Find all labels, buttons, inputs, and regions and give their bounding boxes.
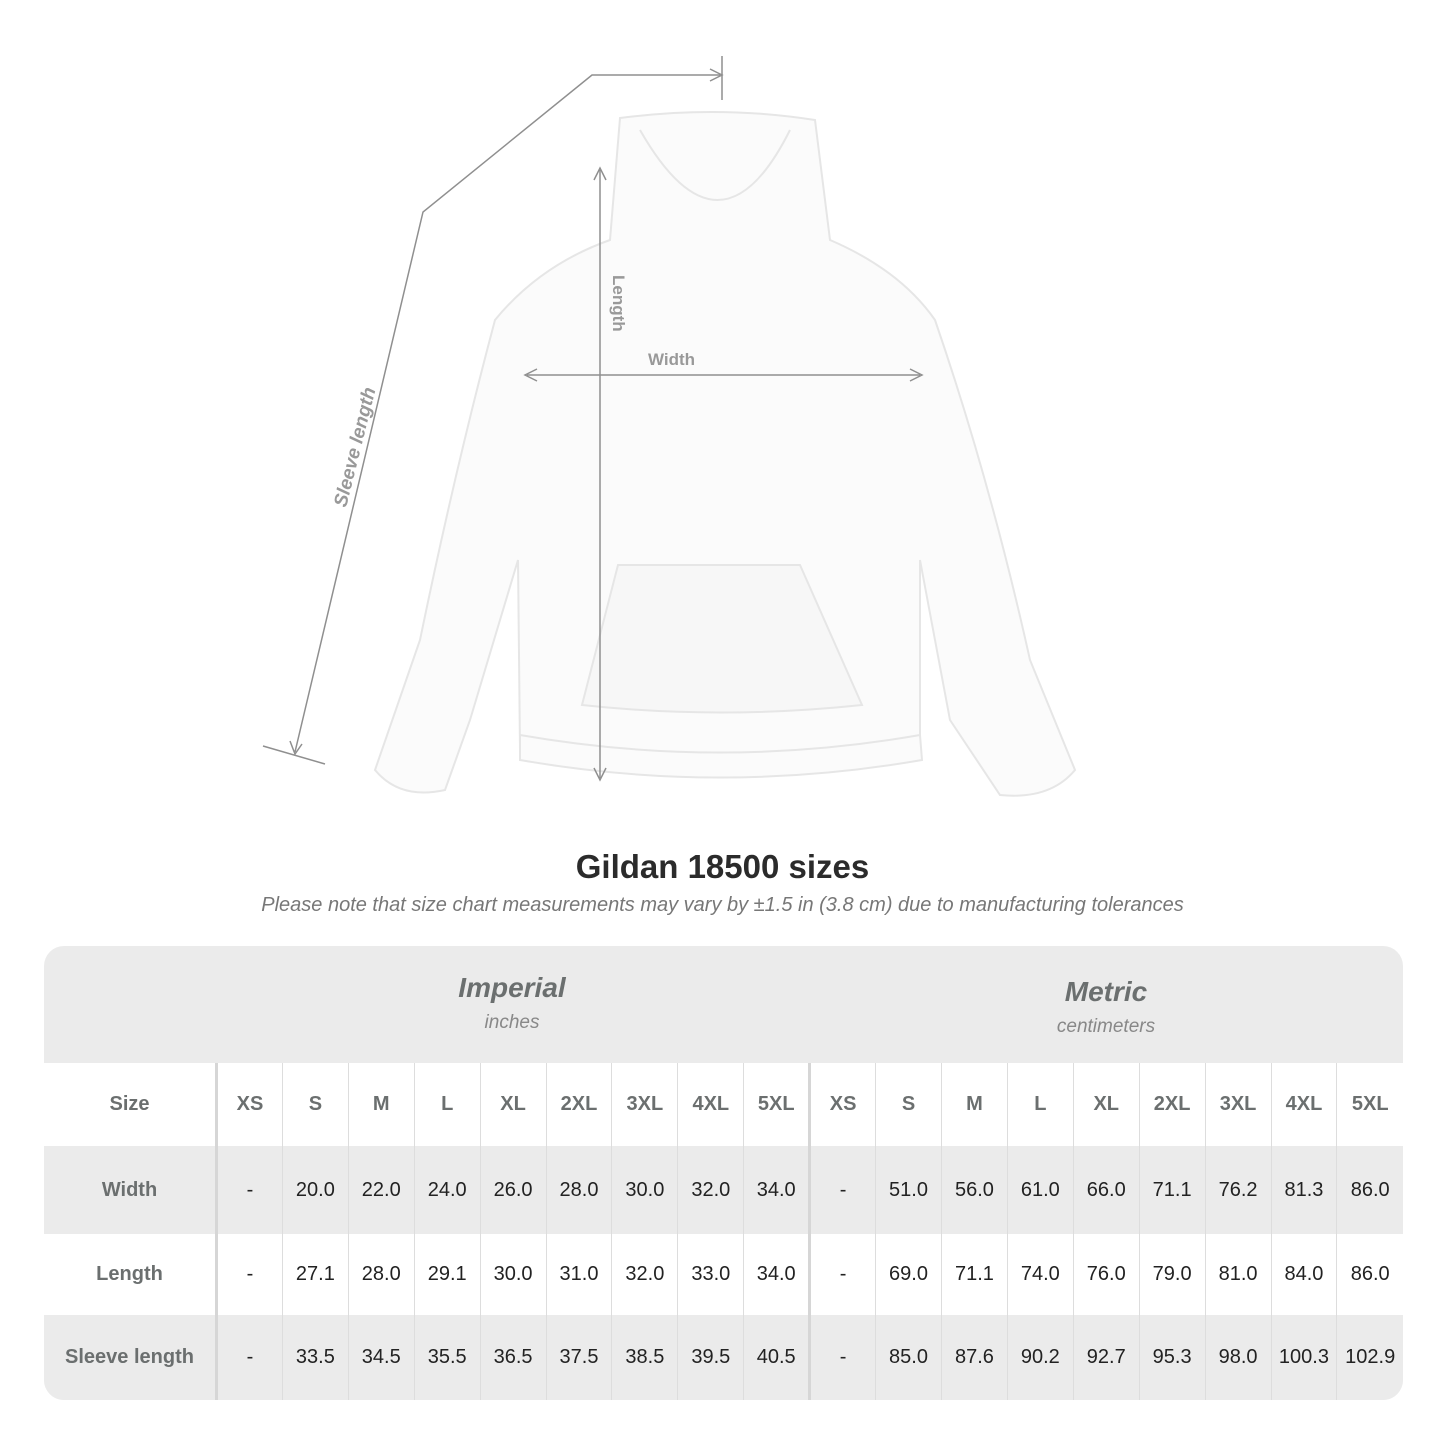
- metric-value-cell: 61.0: [1006, 1146, 1074, 1234]
- metric-value-cell: 81.3: [1270, 1146, 1337, 1234]
- metric-size-header: XL: [1072, 1063, 1140, 1146]
- metric-value-cell: 100.3: [1270, 1315, 1337, 1400]
- row-label: Length: [44, 1234, 218, 1315]
- measurement-lines: [262, 56, 924, 782]
- metric-value-cell: 66.0: [1072, 1146, 1140, 1234]
- imperial-value-cell: 34.0: [743, 1234, 810, 1315]
- imperial-value-cell: 34.0: [743, 1146, 810, 1234]
- chart-title: Gildan 18500 sizes: [575, 848, 870, 885]
- imperial-value-cell: 30.0: [479, 1234, 547, 1315]
- metric-value-cell: -: [808, 1146, 876, 1234]
- imperial-value-cell: 26.0: [479, 1146, 547, 1234]
- imperial-value-cell: 33.0: [677, 1234, 744, 1315]
- imperial-value-cell: 34.5: [347, 1315, 415, 1400]
- imperial-size-header: S: [281, 1063, 349, 1146]
- table-row: Length -27.1 28.0 29.1 30.0 31.0 32.0 33.0 34.0-…: [44, 1234, 1403, 1315]
- imperial-size-header: 4XL: [677, 1063, 744, 1146]
- imperial-value-cell: 29.1: [413, 1234, 481, 1315]
- metric-value-cell: 86.0: [1336, 1146, 1403, 1234]
- imperial-value-cell: 30.0: [611, 1146, 678, 1234]
- sleeve-length-label: Sleeve length: [330, 385, 380, 509]
- imperial-value-cell: 24.0: [413, 1146, 481, 1234]
- metric-value-cell: 90.2: [1006, 1315, 1074, 1400]
- metric-value-cell: 86.0: [1336, 1234, 1403, 1315]
- metric-value-cell: 81.0: [1204, 1234, 1271, 1315]
- imperial-value-cell: 33.5: [281, 1315, 349, 1400]
- imperial-size-header: 5XL: [743, 1063, 810, 1146]
- metric-header: Metric centimeters: [809, 946, 1403, 1063]
- imperial-value-cell: 32.0: [611, 1234, 678, 1315]
- imperial-value-cell: 20.0: [281, 1146, 349, 1234]
- metric-value-cell: 71.1: [940, 1234, 1008, 1315]
- imperial-value-cell: 27.1: [281, 1234, 349, 1315]
- metric-value-cell: 84.0: [1270, 1234, 1337, 1315]
- imperial-value-cell: 28.0: [347, 1234, 415, 1315]
- size-table-card: Imperial inches Metric centimeters Size X…: [44, 946, 1403, 1400]
- imperial-value-cell: 38.5: [611, 1315, 678, 1400]
- tolerance-note: Please note that size chart measurements…: [261, 894, 1184, 916]
- length-label: Length: [609, 275, 628, 332]
- imperial-size-header: XL: [479, 1063, 547, 1146]
- imperial-value-cell: -: [216, 1315, 283, 1400]
- metric-value-cell: -: [808, 1315, 876, 1400]
- table-row: Width -20.0 22.0 24.0 26.0 28.0 30.0 32.0 34.0-5…: [44, 1146, 1403, 1234]
- size-label: Size: [44, 1063, 218, 1146]
- metric-size-header: S: [875, 1063, 942, 1146]
- imperial-size-header: 2XL: [545, 1063, 612, 1146]
- imperial-value-cell: 22.0: [347, 1146, 415, 1234]
- imperial-value-cell: -: [216, 1146, 283, 1234]
- imperial-value-cell: 39.5: [677, 1315, 744, 1400]
- metric-size-header: 5XL: [1336, 1063, 1403, 1146]
- imperial-value-cell: 36.5: [479, 1315, 547, 1400]
- imperial-title: Imperial: [458, 972, 566, 1003]
- imperial-value-cell: -: [216, 1234, 283, 1315]
- metric-unit: centimeters: [1056, 1016, 1156, 1037]
- imperial-value-cell: 28.0: [545, 1146, 612, 1234]
- metric-value-cell: 56.0: [940, 1146, 1008, 1234]
- imperial-value-cell: 32.0: [677, 1146, 744, 1234]
- metric-value-cell: 98.0: [1204, 1315, 1271, 1400]
- metric-size-header: L: [1006, 1063, 1074, 1146]
- imperial-size-header: M: [347, 1063, 415, 1146]
- imperial-value-cell: 40.5: [743, 1315, 810, 1400]
- metric-value-cell: 71.1: [1138, 1146, 1206, 1234]
- metric-size-header: 2XL: [1138, 1063, 1206, 1146]
- table-row: Sleeve length -33.5 34.5 35.5 36.5 37.5 38.5 39…: [44, 1315, 1403, 1400]
- metric-size-header: XS: [808, 1063, 876, 1146]
- hoodie-measurement-diagram: Length Width Sleeve length: [262, 56, 1077, 797]
- metric-value-cell: 69.0: [875, 1234, 942, 1315]
- row-label: Width: [44, 1146, 218, 1234]
- imperial-value-cell: 31.0: [545, 1234, 612, 1315]
- metric-value-cell: 74.0: [1006, 1234, 1074, 1315]
- metric-title: Metric: [1064, 976, 1148, 1007]
- size-table: Size XS S M L XL 2XL 3XL 4XL 5XL XS S M L XL 2XL 3XL 4XL 5…: [44, 1063, 1403, 1400]
- row-label: Sleeve length: [44, 1315, 218, 1400]
- imperial-value-cell: 37.5: [545, 1315, 612, 1400]
- metric-value-cell: 85.0: [875, 1315, 942, 1400]
- metric-value-cell: 76.0: [1072, 1234, 1140, 1315]
- imperial-size-header: L: [413, 1063, 481, 1146]
- hoodie-image: [373, 110, 1077, 797]
- width-label: Width: [648, 350, 695, 369]
- metric-value-cell: 92.7: [1072, 1315, 1140, 1400]
- metric-value-cell: 87.6: [940, 1315, 1008, 1400]
- size-header-row: Size XS S M L XL 2XL 3XL 4XL 5XL XS S M L XL 2XL 3XL 4XL 5…: [44, 1063, 1403, 1146]
- metric-size-header: 3XL: [1204, 1063, 1271, 1146]
- metric-value-cell: 76.2: [1204, 1146, 1271, 1234]
- metric-value-cell: -: [808, 1234, 876, 1315]
- metric-value-cell: 95.3: [1138, 1315, 1206, 1400]
- imperial-unit: inches: [484, 1012, 540, 1033]
- metric-size-header: M: [940, 1063, 1008, 1146]
- imperial-value-cell: 35.5: [413, 1315, 481, 1400]
- metric-value-cell: 51.0: [875, 1146, 942, 1234]
- metric-value-cell: 102.9: [1336, 1315, 1403, 1400]
- imperial-header: Imperial inches: [215, 946, 809, 1063]
- metric-value-cell: 79.0: [1138, 1234, 1206, 1315]
- imperial-size-header: 3XL: [611, 1063, 678, 1146]
- metric-size-header: 4XL: [1270, 1063, 1337, 1146]
- imperial-size-header: XS: [216, 1063, 283, 1146]
